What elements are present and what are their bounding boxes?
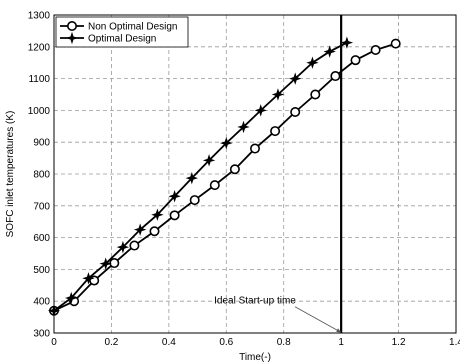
y-tick-label: 300 [33,329,50,340]
annotations: Ideal Start-up time [214,296,342,333]
data-point [220,136,233,150]
data-point [254,104,267,117]
data-point [209,180,220,191]
y-tick-label: 900 [33,138,50,149]
data-point [129,240,140,251]
y-tick-label: 1100 [28,74,50,85]
data-point [390,38,401,49]
y-tick-label: 1300 [28,11,51,22]
data-point [185,171,199,185]
data-point [330,71,341,82]
data-point [229,164,240,175]
data-point [370,44,381,55]
x-tick-label: 1.4 [449,337,460,348]
x-tick-label: 1.2 [392,337,406,348]
y-tick-label: 500 [33,265,50,276]
annotation-arrow [294,306,342,333]
y-tick-label: 600 [33,233,50,244]
data-point [151,208,164,221]
data-point [250,143,261,154]
legend-label: Optimal Design [88,34,156,45]
x-tick-label: 0.6 [219,337,233,348]
data-point [288,72,302,85]
data-point [82,272,95,285]
data-point [133,223,147,236]
data-point [323,45,336,58]
data-point [290,106,301,117]
x-axis-label: Time(-) [239,352,271,363]
plot-frame [53,14,457,334]
x-tick-label: 0.4 [162,337,176,348]
series-layer [47,36,401,317]
data-point [169,210,180,221]
data-point [168,190,181,203]
data-point [310,89,321,100]
data-point [99,257,112,270]
data-point [306,56,319,69]
y-tick-label: 1200 [28,42,51,53]
annotation-label: Ideal Start-up time [214,296,296,307]
y-axis-label: SOFC inlet temperatures (K) [5,111,16,238]
annotation-arrowhead [336,328,342,333]
data-point [340,36,354,49]
data-point [116,240,130,254]
data-point [189,195,200,206]
x-tick-label: 0.8 [277,337,291,348]
y-tick-label: 400 [33,297,50,308]
legend-item-optimal-design: Optimal Design [60,31,156,45]
data-point [202,154,216,167]
legend-marker [67,20,78,31]
data-point [109,258,120,269]
data-point [237,120,250,134]
x-tick-label: 0 [51,337,57,348]
x-tick-label: 0.2 [104,337,118,348]
legend-label: Non Optimal Design [88,22,177,33]
legend-marker [65,31,79,45]
x-tick-label: 1 [338,337,344,348]
legend-box [55,16,189,48]
series-line [53,41,348,312]
y-tick-label: 700 [33,201,50,212]
grid [54,15,456,333]
y-tick-label: 800 [33,170,50,181]
legend-item-non-optimal-design: Non Optimal Design [60,20,177,33]
data-point [149,226,160,237]
y-tick-label: 1000 [28,106,51,117]
tick-labels: 0 0.2 0.4 0.6 0.8 1 1.2 1.4 300 400 500 600 700 800 90… [28,11,460,349]
data-point [271,88,285,101]
data-point [270,126,281,137]
data-point [350,55,361,66]
data-point [65,291,78,305]
plot-background [54,15,456,333]
